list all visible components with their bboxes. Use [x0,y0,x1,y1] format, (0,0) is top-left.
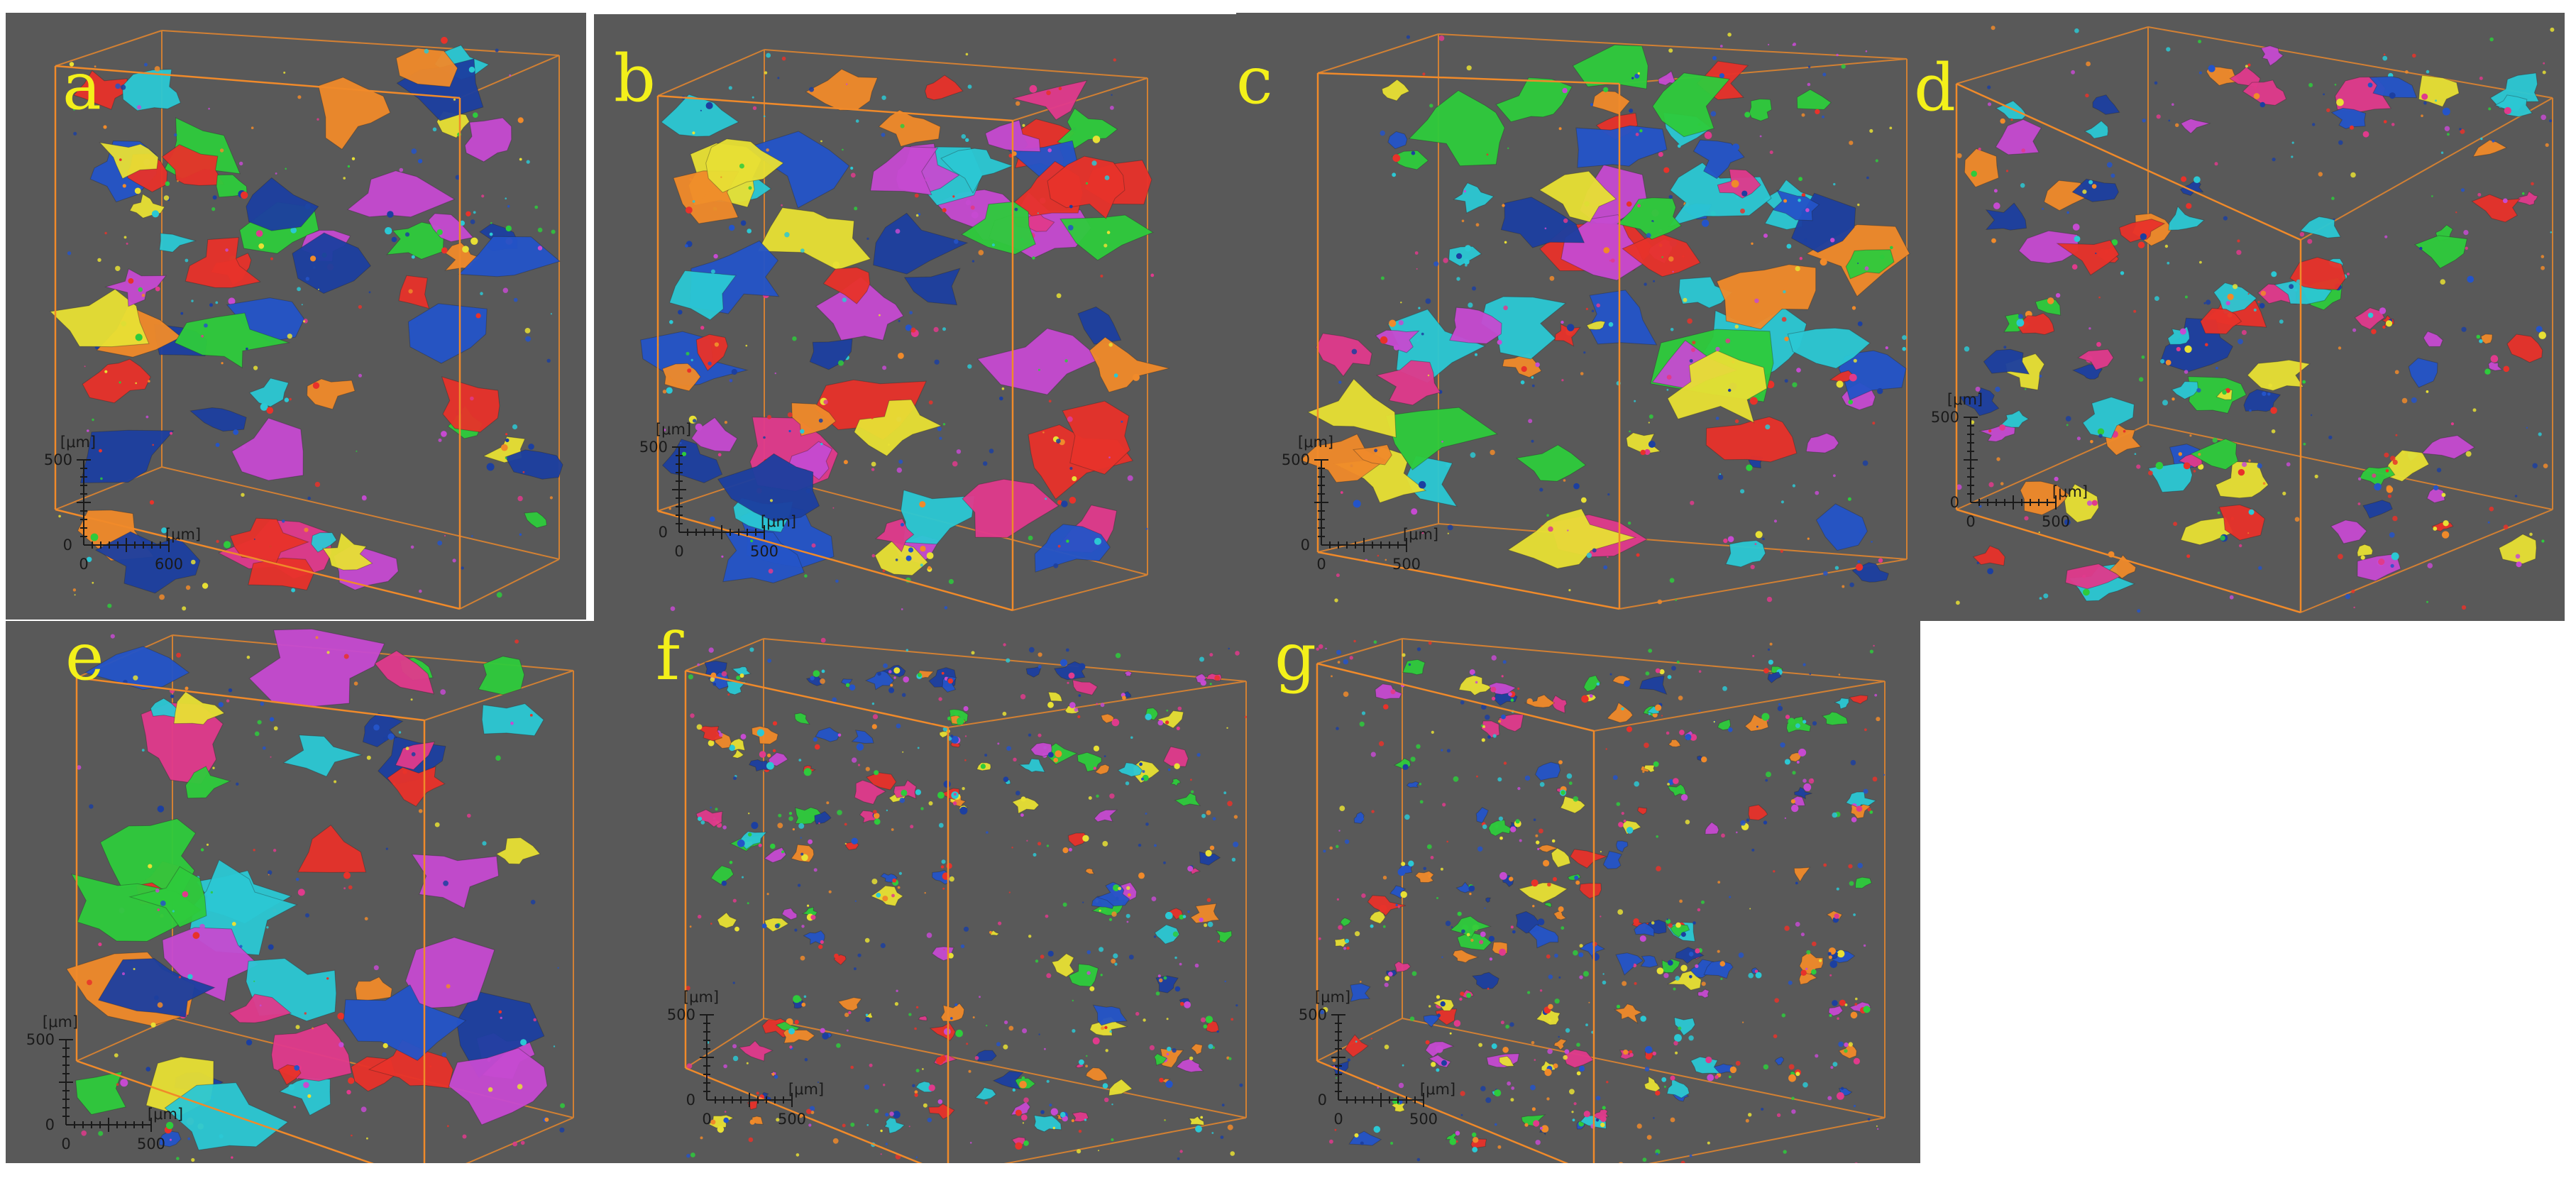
pore-clusters [1316,639,1886,1163]
cube-frame-front [1955,82,2302,614]
scale-x-max-label: 500 [750,543,778,560]
scale-x-max-label: 500 [1392,556,1421,573]
panel-c: c [μm] 500 0 0 500 [μm] [1236,13,1914,621]
cube-frame-back [1316,638,1886,1163]
panel-label-b: b [614,40,656,116]
panel-g: g [μm] 500 0 0 500 [μm] [1275,621,1920,1163]
panel-label-c: c [1236,43,1273,119]
scale-origin-x-label: 0 [702,1111,711,1128]
scale-x-max-label: 600 [155,556,183,573]
pore-network-rendering-b [640,49,1170,612]
scale-y-max-label: 500 [26,1031,55,1048]
cube-frame-front [656,94,1014,612]
pore-network-rendering-f [684,637,1248,1163]
panel-b: b [μm] 500 0 0 500 [μm] [594,14,1236,621]
pore-clusters [1299,33,1910,605]
panel-a: a [μm] 500 0 0 600 [μm] [6,13,586,620]
panel-f: f [μm] 500 0 0 500 [μm] [636,621,1275,1163]
pore-clusters [1956,26,2555,613]
scale-unit-x-label: [μm] [788,1081,824,1098]
scale-y-max-label: 500 [639,439,668,456]
scale-origin-y-label: 0 [1318,1091,1327,1108]
pore-clusters [49,36,563,611]
scale-origin-y-label: 0 [1301,537,1310,554]
cube-frame-front [1316,72,1621,610]
scale-unit-x-label: [μm] [1420,1081,1455,1098]
scale-unit-x-label: [μm] [165,526,201,543]
scale-origin-x-label: 0 [1333,1111,1343,1128]
scale-unit-x-label: [μm] [1403,526,1438,543]
scale-y-max-label: 500 [1299,1006,1327,1023]
scale-unit-y-label: [μm] [1947,391,1983,408]
scale-unit-y-label: [μm] [60,434,96,451]
scale-y-max-label: 500 [1931,409,1959,426]
cube-frame-front [1316,662,1595,1163]
scale-origin-x-label: 0 [1316,556,1326,573]
scale-unit-x-label: [μm] [761,513,796,530]
pore-network-rendering-g [1316,638,1886,1163]
panel-e: e [μm] 500 0 0 500 [μm] [6,621,636,1163]
scale-x-max-label: 500 [2042,513,2070,530]
scale-x-max-label: 500 [1409,1111,1438,1128]
scale-origin-x-label: 0 [61,1135,70,1152]
pore-network-rendering-e [65,628,574,1163]
scale-origin-y-label: 0 [63,537,72,554]
scale-x-max-label: 500 [778,1111,806,1128]
scale-unit-y-label: [μm] [656,421,691,438]
cube-frame-front [75,676,426,1163]
scale-origin-x-label: 0 [79,556,88,573]
pore-clusters [65,628,566,1162]
scale-unit-x-label: [μm] [148,1106,183,1123]
pore-network-rendering-a [49,30,563,611]
scale-unit-y-label: [μm] [1298,434,1333,451]
pore-clusters [686,637,1248,1160]
scale-unit-y-label: [μm] [1315,989,1350,1006]
scale-origin-y-label: 0 [686,1091,695,1108]
panel-label-d: d [1914,50,1956,126]
scale-y-max-label: 500 [1282,451,1310,468]
scale-unit-y-label: [μm] [683,989,719,1006]
scale-x-max-label: 500 [137,1135,165,1152]
pore-network-rendering-d [1955,26,2555,614]
scale-y-max-label: 500 [667,1006,695,1023]
scale-origin-x-label: 0 [1966,513,1975,530]
cube-frame-front [684,669,950,1163]
scale-origin-y-label: 0 [659,524,668,541]
scale-y-max-label: 500 [44,451,72,468]
panel-label-e: e [65,621,104,695]
panel-label-a: a [62,48,101,124]
scale-origin-y-label: 0 [1950,494,1959,511]
panel-label-f: f [656,621,681,695]
panel-d: d [μm] 500 0 0 500 [μm] [1914,13,2565,621]
pore-clusters [640,53,1170,611]
pore-network-rendering-c [1299,33,1910,610]
scale-origin-y-label: 0 [45,1116,55,1133]
panel-label-g: g [1275,621,1316,695]
cube-frame-front [54,65,461,610]
scale-unit-x-label: [μm] [2052,483,2088,500]
scale-origin-x-label: 0 [674,543,683,560]
scale-unit-y-label: [μm] [43,1013,78,1030]
